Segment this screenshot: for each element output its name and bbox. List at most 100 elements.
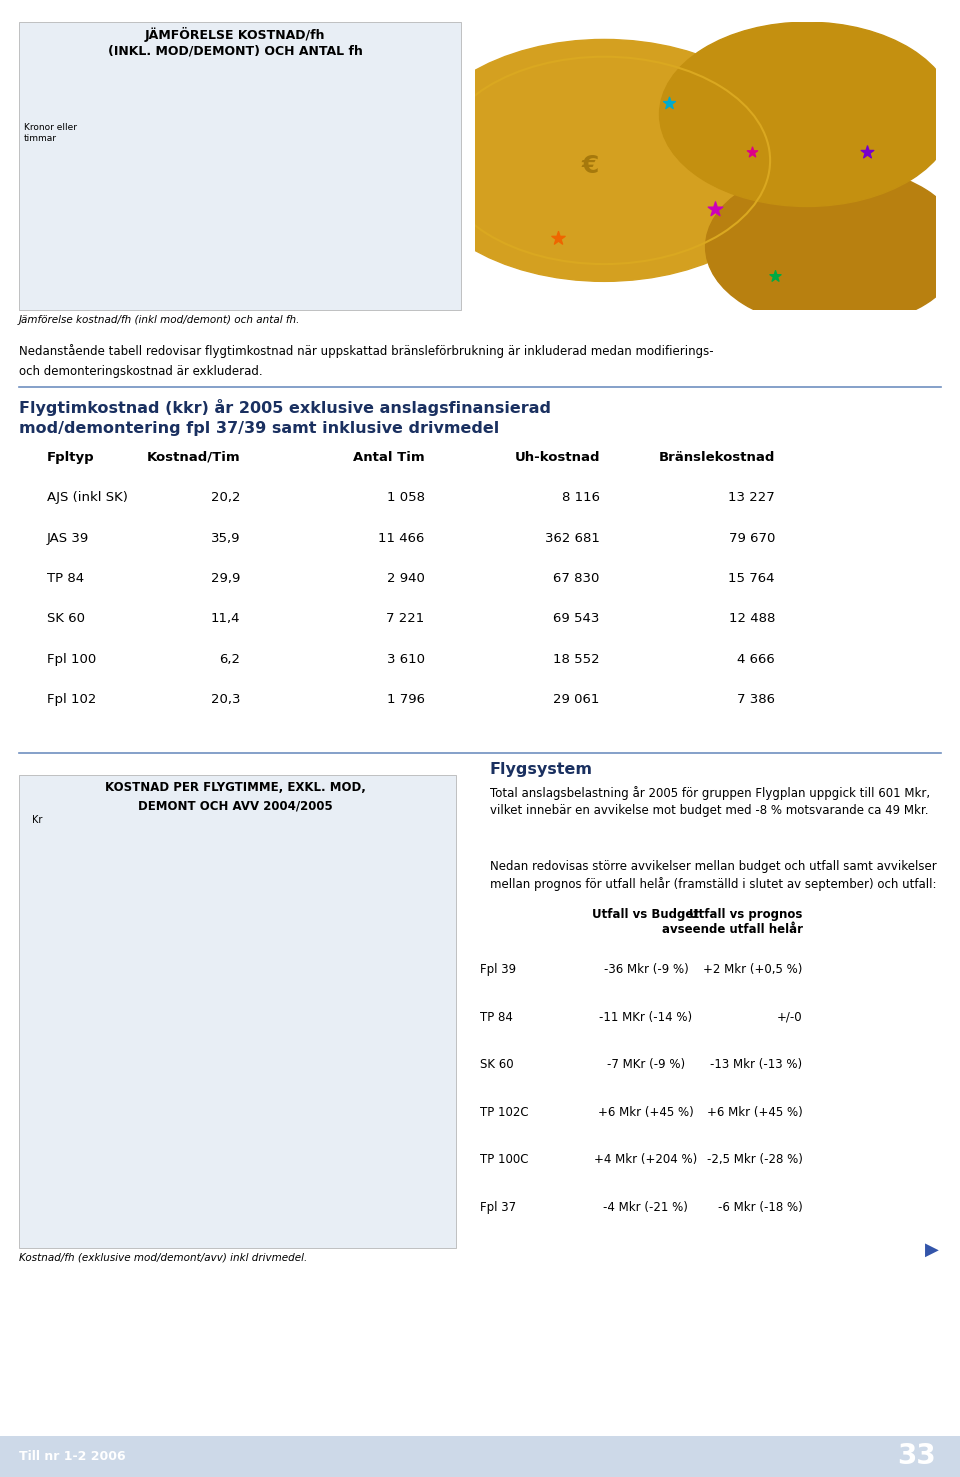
Text: 79 670: 79 670 — [729, 532, 775, 545]
Circle shape — [706, 165, 960, 328]
Text: (INKL. MOD/DEMONT) OCH ANTAL fh: (INKL. MOD/DEMONT) OCH ANTAL fh — [108, 44, 363, 58]
Text: 29 908: 29 908 — [306, 967, 335, 976]
Text: 362 681: 362 681 — [545, 532, 600, 545]
Text: mod/demontering fpl 37/39 samt inklusive drivmedel: mod/demontering fpl 37/39 samt inklusive… — [19, 421, 499, 436]
Text: Bränslekostnad: Bränslekostnad — [659, 450, 775, 464]
Bar — [216, 96, 227, 288]
Bar — [348, 270, 358, 288]
Bar — [106, 275, 115, 288]
Text: TP 84: TP 84 — [47, 572, 84, 585]
Bar — [358, 266, 369, 288]
Text: 29,9: 29,9 — [211, 572, 240, 585]
Text: DEMONT OCH AVV 2004/2005: DEMONT OCH AVV 2004/2005 — [138, 799, 332, 812]
Bar — [95, 258, 106, 288]
Text: 44 701: 44 701 — [276, 849, 305, 858]
Bar — [205, 111, 216, 288]
Text: 35 882: 35 882 — [131, 920, 159, 929]
Text: 12 488: 12 488 — [729, 613, 775, 625]
Text: Fpltyp: Fpltyp — [47, 450, 94, 464]
Text: Antal Tim: Antal Tim — [353, 450, 424, 464]
Text: Uh-kostnad: Uh-kostnad — [515, 450, 600, 464]
Bar — [396, 1090, 421, 1219]
Text: -13 Mkr (-13 %): -13 Mkr (-13 %) — [710, 1059, 803, 1071]
Text: 8 116: 8 116 — [562, 492, 600, 504]
Text: 15 764: 15 764 — [729, 572, 775, 585]
Bar — [277, 863, 303, 910]
Text: 2 940: 2 940 — [387, 572, 424, 585]
Bar — [398, 225, 408, 288]
Bar — [327, 62, 337, 288]
Text: Nedanstående tabell redovisar flygtimkostnad när uppskattad bränsleförbrukning ä: Nedanstående tabell redovisar flygtimkos… — [19, 344, 714, 357]
Bar — [156, 193, 166, 288]
Text: -36 Mkr (-9 %): -36 Mkr (-9 %) — [604, 963, 688, 976]
Bar — [267, 229, 276, 288]
Bar — [365, 1065, 392, 1219]
Bar — [115, 266, 126, 288]
Bar — [84, 270, 95, 288]
Text: €: € — [582, 154, 599, 179]
Text: -4 Mkr (-21 %): -4 Mkr (-21 %) — [604, 1201, 688, 1214]
Bar — [166, 276, 177, 288]
Text: 13 227: 13 227 — [729, 492, 775, 504]
Text: 7 386: 7 386 — [737, 693, 775, 706]
Text: Kr: Kr — [32, 815, 42, 826]
Text: 1 058: 1 058 — [387, 492, 424, 504]
Text: och demonteringskostnad är exkluderad.: och demonteringskostnad är exkluderad. — [19, 365, 263, 378]
Text: SK 60: SK 60 — [47, 613, 84, 625]
Bar — [145, 244, 156, 288]
Text: 11 466: 11 466 — [378, 532, 424, 545]
Text: -6 Mkr (-18 %): -6 Mkr (-18 %) — [718, 1201, 803, 1214]
Text: Utfall vs Budget: Utfall vs Budget — [592, 908, 700, 922]
Text: Fpl 39: Fpl 39 — [480, 963, 516, 976]
Text: KOSTNAD PER FLYGTIMME, EXKL. MOD,: KOSTNAD PER FLYGTIMME, EXKL. MOD, — [105, 781, 366, 795]
Text: JÄMFÖRELSE KOSTNAD/fh: JÄMFÖRELSE KOSTNAD/fh — [145, 27, 325, 41]
Text: Fpl 37: Fpl 37 — [480, 1201, 516, 1214]
Text: Fpl 100: Fpl 100 — [47, 653, 96, 666]
Bar — [388, 219, 398, 288]
Circle shape — [660, 22, 954, 207]
Bar — [132, 979, 158, 1219]
Text: Fpl 102: Fpl 102 — [47, 693, 96, 706]
Bar — [276, 230, 287, 288]
Text: +4 Mkr (+204 %): +4 Mkr (+204 %) — [594, 1154, 698, 1167]
Bar — [220, 1142, 246, 1219]
Text: 6,2: 6,2 — [220, 653, 240, 666]
Legend: Uhkost/fh
2004, Uhkost/fh
2005, Flygtid
2004, Flygtid
2005: Uhkost/fh 2004, Uhkost/fh 2005, Flygtid … — [387, 58, 442, 152]
Text: 7 221: 7 221 — [387, 613, 424, 625]
Text: -11 MKr (-14 %): -11 MKr (-14 %) — [599, 1010, 692, 1024]
Text: 29 061: 29 061 — [553, 693, 600, 706]
Text: -2,5 Mkr (-28 %): -2,5 Mkr (-28 %) — [707, 1154, 803, 1167]
Bar — [337, 154, 348, 288]
Text: 11 423: 11 423 — [218, 1115, 247, 1124]
Text: Flygtimkostnad (kkr) år 2005 exklusive anslagsfinansierad: Flygtimkostnad (kkr) år 2005 exklusive a… — [19, 399, 551, 417]
Text: Utfall vs prognos
avseende utfall helår: Utfall vs prognos avseende utfall helår — [661, 908, 803, 936]
Bar — [220, 1127, 246, 1142]
Bar — [307, 979, 334, 1024]
Bar — [102, 990, 128, 1219]
Text: -7 MKr (-9 %): -7 MKr (-9 %) — [607, 1059, 684, 1071]
Text: 33: 33 — [898, 1443, 936, 1470]
Bar — [419, 282, 429, 288]
Bar — [102, 950, 128, 990]
Text: 11,4: 11,4 — [211, 613, 240, 625]
Bar — [132, 932, 158, 979]
Bar — [287, 226, 298, 288]
Bar — [365, 1029, 392, 1065]
Bar — [408, 279, 419, 288]
Text: TP 84: TP 84 — [480, 1010, 513, 1024]
Text: 35,9: 35,9 — [211, 532, 240, 545]
Bar — [177, 272, 186, 288]
Bar — [396, 1058, 421, 1090]
Text: 33 648: 33 648 — [101, 938, 130, 947]
Text: 20 173: 20 173 — [394, 1046, 422, 1055]
Text: Kronor eller
timmar: Kronor eller timmar — [24, 123, 77, 143]
Bar — [298, 244, 308, 288]
Text: +/-0: +/-0 — [777, 1010, 803, 1024]
Text: 3 610: 3 610 — [387, 653, 424, 666]
Bar — [237, 219, 247, 288]
Text: 23 650: 23 650 — [364, 1018, 393, 1027]
Text: Till nr 1-2 2006: Till nr 1-2 2006 — [19, 1450, 126, 1462]
Text: JAS 39: JAS 39 — [47, 532, 89, 545]
Text: +6 Mkr (+45 %): +6 Mkr (+45 %) — [598, 1106, 694, 1118]
Text: Flygsystem: Flygsystem — [490, 762, 592, 777]
